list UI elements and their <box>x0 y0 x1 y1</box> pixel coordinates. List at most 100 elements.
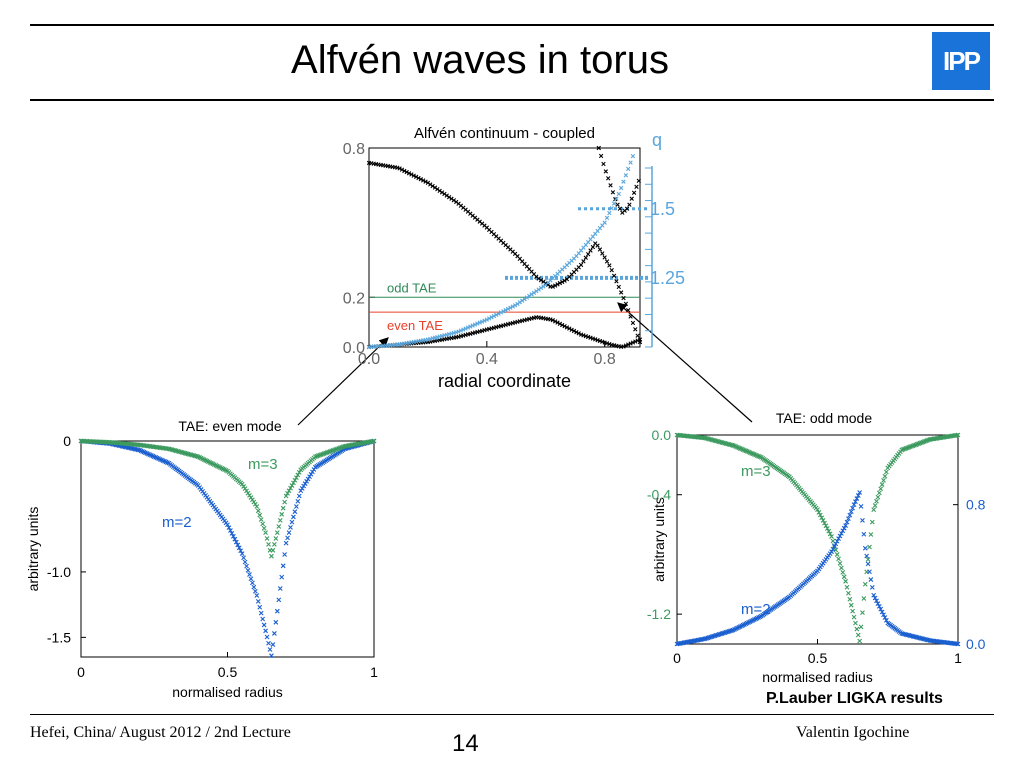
m3-point <box>292 477 298 483</box>
continuum-point <box>560 322 565 328</box>
m3-point <box>261 525 267 531</box>
m3-point <box>289 483 295 488</box>
q-profile-point <box>614 196 619 201</box>
m3-point <box>954 432 959 438</box>
m3-point <box>843 578 848 584</box>
continuum-point <box>550 284 555 289</box>
continuum-point <box>624 206 630 211</box>
continuum-point <box>628 314 633 319</box>
m2-point <box>843 523 848 528</box>
continuum-point <box>399 167 405 172</box>
m3-point <box>824 526 830 531</box>
m3-point <box>867 544 872 550</box>
m2-point <box>862 545 868 551</box>
m3-point <box>826 528 832 534</box>
m3-point <box>850 608 856 614</box>
continuum-xtick-label: 0.4 <box>476 351 498 368</box>
odd-m3-label: m=3 <box>741 463 771 480</box>
continuum-point <box>416 175 421 181</box>
m3-point <box>883 469 889 475</box>
continuum-point <box>402 168 407 174</box>
m2-point <box>274 608 280 614</box>
m2-point <box>225 522 230 528</box>
m2-point <box>837 533 843 539</box>
q-profile-point <box>458 328 464 333</box>
odd-xtick-label: 1 <box>954 650 962 666</box>
continuum-point <box>555 282 560 287</box>
q-profile-point <box>618 185 624 191</box>
m2-point <box>858 504 864 509</box>
m3-point <box>875 494 881 500</box>
m2-point <box>254 593 260 598</box>
q-profile-point <box>470 323 475 328</box>
even-xlabel: normalised radius <box>172 684 283 700</box>
continuum-point <box>618 290 624 295</box>
top-rule <box>30 24 994 26</box>
continuum-point <box>585 251 591 257</box>
continuum-point <box>409 172 414 177</box>
m3-point <box>854 626 860 632</box>
continuum-point <box>578 262 584 268</box>
m2-point <box>277 586 283 591</box>
m2-point <box>874 598 879 604</box>
m2-point <box>257 604 263 610</box>
q-profile-point <box>607 210 612 216</box>
m3-point <box>872 503 878 508</box>
m3-point <box>816 509 822 515</box>
m2-point <box>279 574 285 580</box>
continuum-ytick-label: 0.8 <box>343 141 365 158</box>
continuum-point <box>637 337 643 342</box>
m3-point <box>823 523 829 529</box>
m3-point <box>285 490 290 496</box>
m3-point <box>264 536 270 541</box>
alfven-continuum-chart: Alfvén continuum - coupled radial coordin… <box>343 125 685 391</box>
m2-point <box>851 502 857 508</box>
m2-point <box>860 517 865 523</box>
continuum-point <box>636 178 642 184</box>
m2-point <box>301 483 307 489</box>
m2-point <box>836 536 841 542</box>
continuum-xlabel: radial coordinate <box>438 371 571 391</box>
continuum-point <box>614 279 619 284</box>
m3-point <box>254 504 260 509</box>
q-profile-point <box>604 215 610 221</box>
continuum-point <box>588 248 593 253</box>
m2-point <box>282 552 288 557</box>
q-profile-point <box>609 206 614 211</box>
q-profile-point <box>501 309 506 314</box>
m3-point <box>282 499 288 505</box>
m2-point <box>299 486 305 491</box>
odd-ylabel: arbitrary units <box>651 497 667 582</box>
m2-point <box>848 509 854 515</box>
q-profile-point <box>512 303 518 308</box>
m3-point <box>255 508 261 514</box>
m3-point <box>274 530 280 536</box>
m2-point <box>295 498 301 504</box>
q-profile-point <box>456 329 461 334</box>
q-profile-point <box>479 319 485 324</box>
m3-point <box>277 518 283 523</box>
continuum-point <box>411 173 416 178</box>
continuum-point <box>631 190 637 195</box>
m3-point <box>288 485 293 491</box>
continuum-point <box>413 174 419 180</box>
continuum-point <box>597 247 603 252</box>
m3-point <box>844 584 850 590</box>
m2-point <box>882 615 888 620</box>
q-axis-label: q <box>652 130 662 150</box>
m2-point <box>846 516 851 521</box>
continuum-point <box>569 327 574 332</box>
continuum-point <box>630 340 636 345</box>
even-ytick-label: 0 <box>63 433 71 449</box>
odd-xlabel: normalised radius <box>762 669 873 685</box>
m2-point <box>869 585 875 590</box>
m3-point <box>280 505 286 511</box>
m2-point <box>847 512 853 518</box>
q-tick-label: 1.25 <box>650 268 685 288</box>
odd-ytick-label: 0.0 <box>652 427 672 443</box>
continuum-point <box>552 319 558 324</box>
m3-point <box>815 507 820 513</box>
ipp-logo: IPP <box>932 32 990 90</box>
q-profile-point <box>508 305 513 310</box>
m2-point <box>857 490 863 495</box>
